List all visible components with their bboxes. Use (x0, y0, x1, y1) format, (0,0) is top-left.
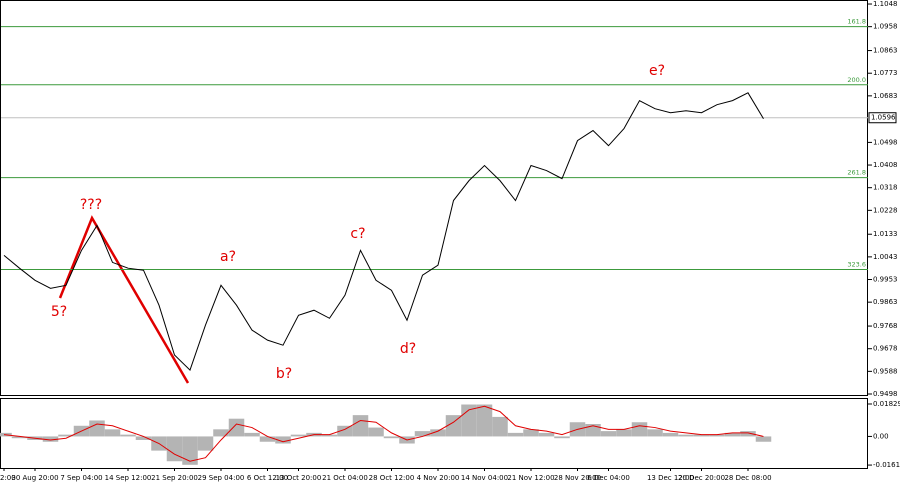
wave-label: c? (350, 226, 365, 242)
y-tick-label: 1.0408 (873, 161, 898, 169)
x-tick-label: 21 Sep 20:00 (151, 474, 198, 482)
histogram-bar (523, 429, 539, 437)
histogram-bar (197, 436, 214, 451)
price-panel (0, 0, 868, 396)
fib-label: 200.0 (847, 76, 866, 84)
histogram-bar (104, 429, 121, 437)
histogram-bar (538, 432, 555, 437)
histogram-bar (120, 434, 136, 437)
x-tick-label: 13 Oct 20:00 (276, 474, 322, 482)
histogram-bar (492, 416, 508, 437)
histogram-bar (368, 427, 384, 437)
y-tick-label: 0.9588 (873, 367, 898, 375)
y-tick-label: 0.00 (873, 432, 889, 440)
y-tick-label: 1.0683 (873, 92, 898, 100)
current-price-label: 1.0596 (871, 114, 896, 122)
histogram-bar (228, 418, 245, 437)
y-tick-label: 1.0043 (873, 253, 898, 261)
x-tick-label: 29 Sep 04:00 (198, 474, 245, 482)
y-tick-label: 1.0773 (873, 69, 898, 77)
x-tick-label: 28 Dec 08:00 (724, 474, 771, 482)
histogram-bar (430, 429, 446, 437)
histogram-bar (352, 415, 369, 437)
y-tick-label: 1.0498 (873, 138, 898, 146)
x-tick-label: 7 Sep 04:00 (60, 474, 102, 482)
y-tick-label: 1.1048 (873, 0, 898, 8)
histogram-bar (290, 434, 307, 437)
x-tick-label: 6 Oct 12:00 (247, 474, 288, 482)
histogram-bar (259, 436, 276, 442)
histogram-bar (445, 415, 462, 437)
y-tick-label: 1.0228 (873, 206, 898, 214)
y-tick-label: 1.0863 (873, 47, 898, 55)
histogram-bar (275, 436, 291, 444)
histogram-bar (647, 429, 663, 437)
x-tick-label: 21 Nov 12:00 (507, 474, 554, 482)
histogram-bar (740, 431, 756, 437)
histogram-bar (709, 434, 725, 437)
histogram-bar (755, 436, 772, 442)
x-tick-label: 30 Aug 20:00 (11, 474, 58, 482)
wave-label: e? (649, 63, 665, 79)
wave-label: a? (220, 249, 236, 265)
histogram-bar (166, 436, 183, 462)
x-tick-label: 2:00 (0, 474, 16, 482)
histogram-bar (213, 429, 229, 437)
x-tick-label: 6 Dec 04:00 (587, 474, 630, 482)
histogram-bar (616, 429, 632, 437)
wave-label: b? (276, 366, 292, 382)
wave-label: d? (400, 341, 416, 357)
histogram-bar (89, 420, 105, 437)
y-tick-label: 1.0133 (873, 230, 898, 238)
x-tick-label: 20 Dec 20:00 (678, 474, 725, 482)
x-tick-label: 14 Sep 12:00 (105, 474, 152, 482)
x-tick-label: 21 Oct 04:00 (322, 474, 368, 482)
x-tick-label: 13 Dec 12:00 (647, 474, 694, 482)
histogram-bar (182, 436, 198, 465)
wave-line (58, 215, 190, 384)
histogram-bar (383, 436, 400, 439)
x-tick-label: 14 Nov 04:00 (461, 474, 508, 482)
fib-label: 323.6 (847, 260, 866, 268)
histogram-bar (476, 404, 493, 437)
y-tick-label: 0.9768 (873, 322, 898, 330)
y-tick-label: 0.01829 (873, 400, 900, 408)
fib-label: 261.8 (847, 169, 866, 177)
histogram-bar (631, 422, 648, 437)
histogram-bar (58, 434, 74, 437)
wave-label: ??? (80, 197, 102, 213)
x-tick-label: 28 Oct 12:00 (369, 474, 415, 482)
histogram-bar (693, 434, 710, 437)
histogram-bar (321, 434, 338, 437)
current-price-box (868, 112, 897, 124)
price-line (3, 92, 764, 372)
histogram-bar (135, 436, 152, 440)
signal-line (3, 405, 764, 462)
histogram-bar (337, 425, 353, 437)
histogram-bar (662, 432, 679, 437)
histogram-bar (11, 436, 28, 439)
y-tick-label: 0.9498 (873, 390, 898, 398)
histogram-bar (507, 432, 524, 437)
x-tick-label: 4 Nov 20:00 (417, 474, 460, 482)
histogram-bar (42, 436, 59, 442)
histogram-bar (554, 436, 570, 439)
histogram-bar (724, 432, 741, 437)
y-tick-label: 0.9678 (873, 345, 898, 353)
y-tick-label: 0.9953 (873, 276, 898, 284)
fib-label: 161.8 (847, 18, 866, 26)
y-tick-label: 1.0958 (873, 23, 898, 31)
histogram-bar (600, 431, 617, 437)
y-tick-label: 0.9863 (873, 298, 898, 306)
x-tick-label: 28 Nov 20:00 (554, 474, 601, 482)
histogram-bar (461, 404, 477, 437)
histogram-bar (244, 432, 260, 437)
y-tick-label: -0.01615 (873, 461, 900, 469)
y-tick-label: 1.0318 (873, 184, 898, 192)
histogram-bar (414, 431, 431, 437)
wave-label: 5? (51, 304, 67, 320)
histogram-bar (678, 434, 694, 437)
